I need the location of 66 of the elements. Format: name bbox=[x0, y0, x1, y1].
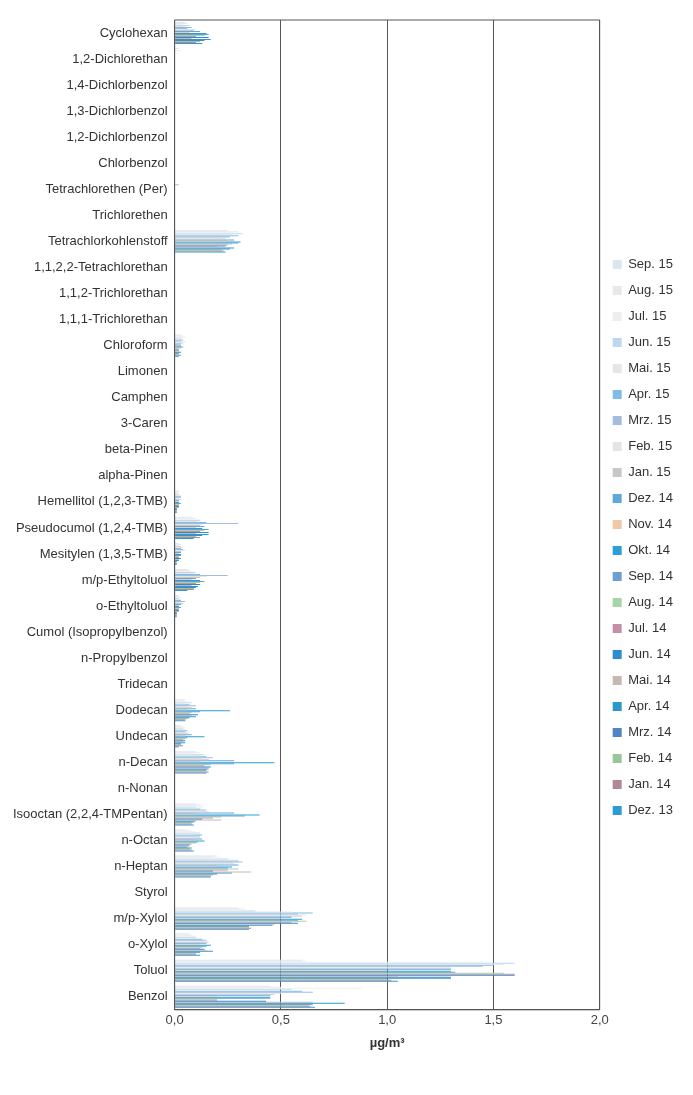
x-axis-title: µg/m³ bbox=[369, 1034, 406, 1050]
y-tick-label: 3-Caren bbox=[120, 415, 168, 431]
legend-label: Feb. 15 bbox=[628, 438, 673, 454]
legend-label: Apr. 15 bbox=[628, 386, 670, 402]
y-tick-label: Tridecan bbox=[117, 675, 168, 691]
legend-label: Mai. 15 bbox=[628, 360, 671, 376]
legend-label: Jun. 15 bbox=[628, 334, 671, 350]
y-tick-label: Benzol bbox=[127, 988, 168, 1004]
legend-label: Okt. 14 bbox=[628, 542, 671, 558]
x-tick-label: 1,0 bbox=[378, 1012, 397, 1028]
y-tick-label: m/p-Ethyltoluol bbox=[81, 571, 168, 587]
y-tick-label: Tetrachlorethen (Per) bbox=[45, 180, 168, 196]
legend-label: Sep. 15 bbox=[628, 256, 674, 272]
x-tick-label: 0,5 bbox=[271, 1012, 290, 1028]
y-tick-label: Camphen bbox=[111, 389, 168, 405]
legend-label: Jul. 15 bbox=[628, 308, 667, 324]
x-tick-label: 1,5 bbox=[484, 1012, 503, 1028]
legend-label: Sep. 14 bbox=[628, 568, 674, 584]
y-tick-label: alpha-Pinen bbox=[98, 467, 168, 483]
y-tick-label: Cyclohexan bbox=[99, 24, 168, 40]
y-tick-label: 1,1,2,2-Tetrachlorethan bbox=[33, 259, 168, 275]
legend-label: Mrz. 15 bbox=[628, 412, 672, 428]
y-tick-label: o-Xylol bbox=[127, 936, 168, 952]
y-tick-label: n-Heptan bbox=[114, 858, 168, 874]
y-tick-label: Mesitylen (1,3,5-TMB) bbox=[39, 545, 168, 561]
y-tick-label: Isooctan (2,2,4-TMPentan) bbox=[12, 806, 168, 822]
legend-label: Dez. 14 bbox=[628, 490, 673, 506]
y-tick-label: Hemellitol (1,2,3-TMB) bbox=[37, 493, 168, 509]
y-tick-label: n-Decan bbox=[118, 753, 168, 769]
legend-label: Dez. 13 bbox=[628, 802, 673, 818]
legend-label: Apr. 14 bbox=[628, 698, 670, 714]
legend-label: Feb. 14 bbox=[628, 750, 673, 766]
y-tick-label: Styrol bbox=[134, 884, 168, 900]
y-tick-label: o-Ethyltoluol bbox=[96, 597, 168, 613]
y-tick-label: 1,3-Dichlorbenzol bbox=[66, 102, 168, 118]
y-tick-label: 1,1,1-Trichlorethan bbox=[58, 311, 168, 327]
legend-label: Mrz. 14 bbox=[628, 724, 672, 740]
y-tick-label: 1,2-Dichlorethan bbox=[72, 50, 168, 66]
y-tick-label: Limonen bbox=[117, 363, 168, 379]
legend-label: Nov. 14 bbox=[628, 516, 673, 532]
y-tick-label: m/p-Xylol bbox=[113, 910, 168, 926]
y-tick-label: n-Octan bbox=[121, 832, 168, 848]
legend-label: Jul. 14 bbox=[628, 620, 667, 636]
y-tick-label: Tetrachlorkohlenstoff bbox=[47, 232, 169, 248]
y-tick-label: Undecan bbox=[115, 727, 168, 743]
y-tick-label: n-Nonan bbox=[117, 779, 168, 795]
legend-label: Jan. 14 bbox=[628, 776, 671, 792]
legend-label: Mai. 14 bbox=[628, 672, 671, 688]
y-tick-label: Cumol (Isopropylbenzol) bbox=[26, 623, 168, 639]
y-tick-label: Dodecan bbox=[115, 701, 168, 717]
legend-label: Jan. 15 bbox=[628, 464, 671, 480]
legend-label: Jun. 14 bbox=[628, 646, 671, 662]
legend-label: Aug. 15 bbox=[628, 282, 674, 298]
legend-label: Aug. 14 bbox=[628, 594, 674, 610]
y-tick-label: Trichlorethen bbox=[92, 206, 168, 222]
x-tick-label: 0,0 bbox=[165, 1012, 184, 1028]
x-tick-label: 2,0 bbox=[590, 1012, 609, 1028]
y-tick-label: Pseudocumol (1,2,4-TMB) bbox=[15, 519, 168, 535]
y-tick-label: beta-Pinen bbox=[104, 441, 168, 457]
y-tick-label: Toluol bbox=[133, 962, 168, 978]
y-tick-label: n-Propylbenzol bbox=[80, 649, 168, 665]
y-tick-label: Chloroform bbox=[103, 337, 168, 353]
y-tick-label: 1,4-Dichlorbenzol bbox=[66, 76, 168, 92]
y-tick-label: 1,2-Dichlorbenzol bbox=[66, 128, 168, 144]
y-tick-label: 1,1,2-Trichlorethan bbox=[58, 285, 168, 301]
y-tick-label: Chlorbenzol bbox=[98, 154, 168, 170]
